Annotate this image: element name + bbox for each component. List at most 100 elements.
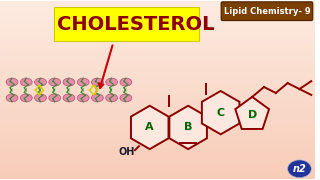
Bar	[0, 135, 315, 136]
Bar	[0, 139, 315, 140]
Bar	[0, 34, 315, 35]
Bar	[0, 82, 315, 83]
Bar	[0, 125, 315, 126]
Bar	[0, 5, 315, 6]
Bar	[0, 151, 315, 152]
Bar	[0, 103, 315, 104]
Bar	[0, 170, 315, 171]
Bar	[0, 85, 315, 86]
Bar	[0, 4, 315, 5]
Bar	[0, 95, 315, 96]
Bar	[0, 176, 315, 177]
Bar	[0, 22, 315, 23]
Bar	[0, 114, 315, 115]
Bar	[0, 36, 315, 37]
Bar	[0, 99, 315, 100]
Bar	[0, 143, 315, 144]
Bar	[0, 60, 315, 61]
Bar	[0, 89, 315, 90]
Bar	[0, 10, 315, 11]
Bar	[0, 171, 315, 172]
Bar	[0, 72, 315, 73]
Bar	[0, 57, 315, 58]
Polygon shape	[131, 106, 169, 149]
Text: A: A	[145, 122, 154, 132]
Bar	[0, 79, 315, 80]
Bar	[0, 39, 315, 40]
Ellipse shape	[106, 78, 117, 86]
Bar	[0, 93, 315, 94]
Bar	[0, 116, 315, 117]
Bar	[0, 133, 315, 134]
Bar	[0, 71, 315, 72]
Ellipse shape	[35, 78, 46, 86]
Bar	[0, 42, 315, 43]
Text: C: C	[217, 108, 225, 118]
Bar	[0, 41, 315, 42]
Ellipse shape	[106, 94, 117, 102]
Bar	[0, 122, 315, 123]
Bar	[0, 140, 315, 141]
Ellipse shape	[6, 78, 18, 86]
Polygon shape	[169, 106, 207, 149]
Ellipse shape	[288, 160, 311, 178]
Bar	[0, 16, 315, 17]
Bar	[0, 84, 315, 85]
Bar	[0, 86, 315, 87]
Bar	[0, 117, 315, 118]
Text: n2: n2	[292, 164, 306, 174]
Bar	[0, 7, 315, 8]
Bar	[0, 87, 315, 88]
Bar	[0, 91, 315, 92]
Bar	[0, 38, 315, 39]
Bar	[0, 173, 315, 174]
Bar	[0, 104, 315, 105]
Bar	[0, 78, 315, 79]
Bar	[0, 68, 315, 69]
Text: OH: OH	[119, 147, 135, 157]
Bar	[0, 66, 315, 67]
Bar	[0, 120, 315, 121]
Bar	[0, 47, 315, 48]
Bar	[0, 24, 315, 25]
Bar	[0, 28, 315, 29]
Bar	[0, 148, 315, 149]
Bar	[0, 65, 315, 66]
Ellipse shape	[35, 94, 46, 102]
Bar	[0, 137, 315, 138]
Bar	[0, 168, 315, 169]
Bar	[0, 158, 315, 159]
Bar	[0, 132, 315, 133]
Bar	[0, 70, 315, 71]
Bar	[0, 31, 315, 32]
Bar	[0, 40, 315, 41]
Bar	[0, 102, 315, 103]
Bar	[0, 53, 315, 54]
Bar	[0, 113, 315, 114]
Bar	[0, 156, 315, 157]
Bar	[0, 167, 315, 168]
Bar	[0, 163, 315, 164]
Bar	[0, 62, 315, 63]
Bar	[0, 33, 315, 34]
Bar	[0, 105, 315, 106]
Bar	[0, 43, 315, 44]
Bar	[0, 35, 315, 36]
Bar	[0, 64, 315, 65]
Bar	[0, 21, 315, 22]
Polygon shape	[235, 97, 269, 129]
Bar	[0, 44, 315, 45]
Bar	[0, 54, 315, 55]
Bar	[0, 106, 315, 107]
Bar	[0, 108, 315, 109]
Bar	[0, 155, 315, 156]
Bar	[0, 14, 315, 15]
Bar	[0, 46, 315, 47]
Bar	[0, 164, 315, 165]
Bar	[0, 63, 315, 64]
Polygon shape	[202, 91, 239, 134]
Bar	[0, 169, 315, 170]
Bar	[0, 37, 315, 38]
Bar	[0, 25, 315, 26]
Bar	[0, 177, 315, 178]
